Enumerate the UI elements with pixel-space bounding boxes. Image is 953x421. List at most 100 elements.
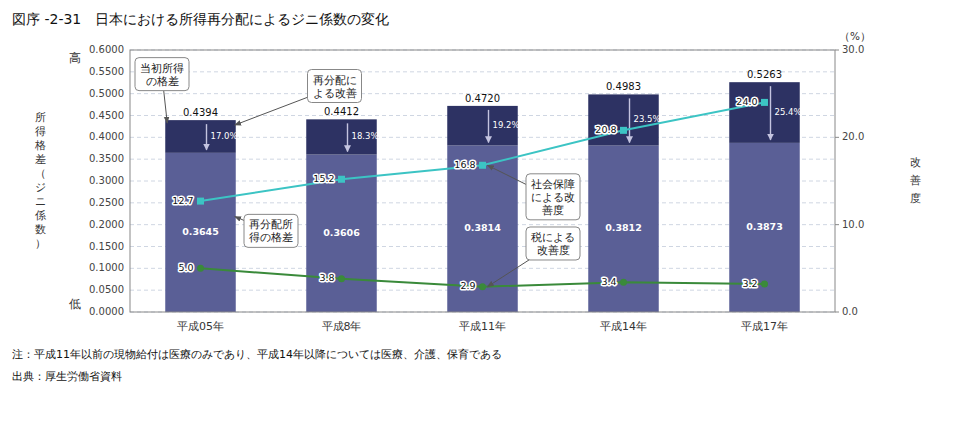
x-tick-label: 平成8年 [322, 320, 362, 333]
note: 注：平成11年以前の現物給付は医療のみであり、平成14年以降については医療、介護… [12, 348, 502, 361]
line-value-label: 24.0 [736, 96, 757, 107]
y-axis-label-char: 格 [34, 139, 46, 152]
y-axis-label-char: 差 [35, 153, 46, 166]
annotation-text-line: 税による [531, 231, 575, 243]
line-value-label: 20.8 [595, 124, 616, 135]
bar [729, 143, 800, 312]
marker [197, 265, 204, 272]
annotation-text: 社会保障による改善度 [531, 178, 575, 216]
annotation: 社会保障による改善度 [526, 174, 580, 220]
annotation-text-line: の格差 [146, 75, 179, 87]
improvement-label: 18.3% [352, 131, 379, 141]
marker [338, 275, 345, 282]
y2-unit: （%） [839, 30, 871, 42]
y2-tick-label: 10.0 [842, 219, 864, 230]
annotation-text: 税による改善度 [531, 231, 575, 256]
annotation-text-line: よる改善 [313, 87, 357, 99]
annotation-text-line: 再分配に [313, 74, 357, 86]
marker [479, 283, 486, 290]
reduction-arrow [629, 98, 630, 142]
annotation-box [308, 70, 362, 103]
title: 図序 -2-31 日本における所得再分配によるジニ係数の変化 [12, 11, 389, 27]
y2-tick [835, 137, 839, 138]
bar [588, 146, 659, 312]
marker [620, 127, 627, 134]
x-tick-label: 平成14年 [600, 320, 647, 333]
reduction-arrow [206, 124, 207, 150]
x-tick-label: 平成11年 [459, 320, 506, 333]
y2-tick-label: 30.0 [842, 44, 864, 55]
line-value-label: 3.8 [319, 272, 334, 283]
annotation-text-line: 当初所得 [140, 62, 184, 74]
line [201, 102, 765, 201]
y-tick-label: 0.4500 [89, 110, 124, 121]
line-value-label: 12.7 [172, 195, 193, 206]
total-label: 0.4394 [183, 107, 218, 118]
y-tick-label: 0.1500 [89, 241, 124, 252]
labels: 0.36450.36060.38140.38120.387317.0%18.3%… [172, 69, 801, 291]
y2-tick [835, 224, 839, 225]
bar [306, 155, 377, 312]
annotation-text-line: による改 [531, 191, 575, 203]
annotation-text: 再分配所得の格差 [249, 218, 293, 243]
y-axis-label-char: 数 [35, 223, 46, 236]
marker [197, 198, 204, 205]
line-value-label: 3.2 [742, 278, 757, 289]
y-axis-label-char: 係 [35, 209, 46, 222]
annotation-text: 当初所得の格差 [140, 62, 184, 87]
y-tick-label: 0.3000 [89, 175, 124, 186]
y-label-low: 低 [69, 297, 81, 311]
y2-axis-label-char: 改 [910, 156, 921, 169]
grid-line [130, 71, 835, 72]
y2-axis-label-char: 度 [910, 192, 921, 205]
marker [479, 162, 486, 169]
annotation-text-line: 善度 [542, 204, 564, 216]
line-value-label: 3.4 [601, 276, 616, 287]
note: 出典：厚生労働省資料 [12, 370, 122, 383]
improvement-label: 19.2% [493, 120, 520, 130]
total-label: 0.4983 [606, 81, 641, 92]
y-tick-label: 0.2000 [89, 219, 124, 230]
annotation-box [526, 227, 580, 260]
marker [620, 279, 627, 286]
annotation: 当初所得の格差 [135, 58, 189, 91]
x-tick-label: 平成05年 [177, 320, 224, 333]
improvement-label: 23.5% [634, 114, 661, 124]
y-tick-label: 0.6000 [89, 44, 124, 55]
annotation-text: 再分配による改善 [313, 74, 357, 99]
y-tick-label: 0.1000 [89, 262, 124, 273]
marker [338, 176, 345, 183]
y-tick-label: 0.4000 [89, 131, 124, 142]
annotations: 当初所得の格差再分配所得の格差 再分配による改善社会保障による改善度税による改善度 [135, 58, 580, 287]
y-axis-label-char: （ [35, 167, 46, 180]
chart: 図序 -2-31 日本における所得再分配によるジニ係数の変化0.00000.05… [0, 0, 953, 421]
bar-value-label: 0.3873 [746, 221, 783, 232]
annotation-text-line: 社会保障 [531, 178, 575, 190]
bar-value-label: 0.3812 [605, 222, 642, 233]
line-value-label: 15.2 [313, 173, 334, 184]
y-tick-label: 0.0000 [89, 306, 124, 317]
grid [130, 50, 835, 312]
y-tick-label: 0.5500 [89, 66, 124, 77]
reduction-arrow [347, 123, 348, 151]
annotation: 税による改善度 [526, 227, 580, 260]
line-value-label: 16.8 [454, 159, 475, 170]
bar-value-label: 0.3645 [182, 226, 219, 237]
y2-tick [835, 50, 839, 51]
plot-frame [130, 50, 835, 312]
marker [761, 99, 768, 106]
bar [447, 145, 518, 312]
bar [165, 153, 236, 312]
annotation-box [526, 174, 580, 220]
line-value-label: 2.9 [460, 280, 475, 291]
x-tick-label: 平成17年 [741, 320, 788, 333]
annotation-text-line: 得の格差 [249, 231, 293, 243]
y-axis-label-char: 得 [35, 125, 46, 138]
annotation-text-line: 改善度 [537, 244, 570, 256]
reduction-arrow [770, 86, 771, 140]
y-tick-label: 0.2500 [89, 197, 124, 208]
y-label-high: 高 [69, 51, 81, 65]
improvement-label: 17.0% [211, 131, 238, 141]
reduction-arrow [488, 110, 489, 143]
y2-axis-label: 改善度 [910, 156, 921, 205]
